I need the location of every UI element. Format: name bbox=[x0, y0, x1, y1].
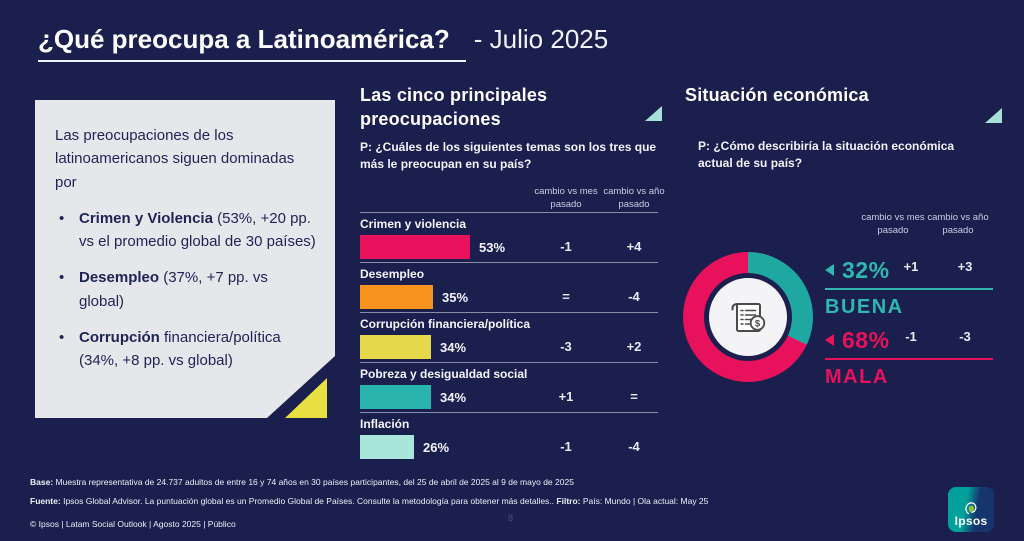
economy-stat-buena: 32% +1 +3 BUENA bbox=[825, 256, 993, 319]
bar-track: 26% bbox=[360, 435, 449, 459]
change-vs-year: -4 bbox=[628, 289, 640, 304]
bar-track: 53% bbox=[360, 235, 505, 259]
footer-base-line: Base: Muestra representativa de 24.737 a… bbox=[30, 477, 750, 488]
bar-category-label: Crimen y violencia bbox=[360, 217, 467, 231]
bullet-rest: (37%, +7 pp. vs global) bbox=[79, 269, 268, 310]
change-vs-month: -1 bbox=[560, 439, 572, 454]
bullet-bold: Corrupción bbox=[79, 328, 160, 346]
bar-crimen bbox=[360, 235, 470, 259]
stat-change-vs-year: +3 bbox=[957, 259, 973, 274]
bar-category-label: Pobreza y desigualdad social bbox=[360, 367, 528, 381]
change-vs-year: +2 bbox=[626, 339, 642, 354]
summary-bullet-list: Crimen y Violencia (53%, +20 pp. vs el p… bbox=[55, 207, 317, 373]
summary-panel: Las preocupaciones de los latinoamerican… bbox=[35, 100, 335, 418]
page-title: ¿Qué preocupa a Latinoamérica? - Julio 20… bbox=[38, 24, 609, 62]
bar-inflacion bbox=[360, 435, 414, 459]
footer-base-text: Muestra representativa de 24.737 adultos… bbox=[55, 477, 574, 487]
stat-percentage: 68% bbox=[842, 326, 890, 353]
bar-row: Desempleo 35% = -4 bbox=[360, 263, 658, 313]
left-arrow-icon bbox=[825, 264, 834, 276]
economy-question: P: ¿Cómo describiría la situación económ… bbox=[698, 139, 955, 171]
concerns-section-heading: Las cinco principales preocupaciones bbox=[360, 85, 548, 129]
change-vs-year: +4 bbox=[626, 239, 642, 254]
donut-center-badge: $ bbox=[709, 278, 787, 356]
bullet-rest: financiera/política (34%, +8 pp. vs glob… bbox=[79, 328, 281, 369]
stat-top-row: 32% +1 +3 bbox=[825, 256, 993, 284]
mint-corner-triangle-icon bbox=[985, 108, 1002, 123]
bar-value-label: 35% bbox=[442, 289, 469, 305]
stat-label: MALA bbox=[825, 366, 889, 388]
bar-row: Pobreza y desigualdad social 34% +1 = bbox=[360, 363, 658, 413]
bar-desempleo bbox=[360, 285, 433, 309]
ipsos-emblem-icon bbox=[965, 502, 977, 515]
bar-row: Inflación 26% -1 -4 bbox=[360, 413, 658, 463]
bar-value-label: 26% bbox=[423, 439, 450, 455]
page-title-suffix: - Julio 2025 bbox=[473, 24, 609, 54]
summary-intro: Las preocupaciones de los latinoamerican… bbox=[55, 127, 295, 191]
stat-divider bbox=[825, 288, 993, 290]
change-vs-month: -3 bbox=[560, 339, 572, 354]
change-vs-year: -4 bbox=[628, 439, 640, 454]
bullet-rest: (53%, +20 pp. vs el promedio global de 3… bbox=[79, 209, 316, 250]
bar-category-label: Inflación bbox=[360, 417, 410, 431]
bullet-bold: Desempleo bbox=[79, 269, 160, 287]
change-vs-month: +1 bbox=[558, 389, 574, 404]
economy-col-year-header: cambio vs año pasado bbox=[927, 212, 989, 236]
footer: Base: Muestra representativa de 24.737 a… bbox=[30, 477, 750, 530]
bar-row: Corrupción financiera/política 34% -3 +2 bbox=[360, 313, 658, 363]
bar-category-label: Corrupción financiera/política bbox=[360, 317, 531, 331]
economy-section-heading: Situación económica bbox=[685, 85, 869, 105]
footer-source-line: Fuente: Ipsos Global Advisor. La puntuac… bbox=[30, 496, 750, 507]
bullet-item: Desempleo (37%, +7 pp. vs global) bbox=[55, 266, 317, 313]
footer-filtro-label: Filtro: bbox=[556, 495, 581, 506]
bar-track: 34% bbox=[360, 385, 466, 409]
stat-change-vs-month: +1 bbox=[903, 259, 919, 274]
stat-top-row: 68% -1 -3 bbox=[825, 326, 993, 354]
concerns-bar-chart: Crimen y violencia 53% -1 +4 Desempleo 3… bbox=[360, 212, 658, 463]
left-arrow-icon bbox=[825, 334, 834, 346]
ipsos-logo-text: Ipsos bbox=[954, 514, 988, 528]
stat-percentage: 32% bbox=[842, 256, 890, 283]
svg-text:$: $ bbox=[755, 318, 761, 329]
footer-fuente-text: Ipsos Global Advisor. La puntuación glob… bbox=[63, 495, 555, 506]
economy-stat-mala: 68% -1 -3 MALA bbox=[825, 326, 993, 389]
bullet-item: Corrupción financiera/política (34%, +8 … bbox=[55, 326, 317, 373]
bar-value-label: 34% bbox=[440, 389, 467, 405]
change-vs-month: -1 bbox=[560, 239, 572, 254]
concerns-col-month-header: cambio vs mes pasado bbox=[534, 186, 598, 210]
footer-filtro-text: País: Mundo | Ola actual: May 25 bbox=[582, 495, 709, 506]
footer-copyright: © Ipsos | Latam Social Outlook | Agosto … bbox=[30, 519, 236, 530]
stat-label: BUENA bbox=[825, 296, 904, 318]
change-vs-month: = bbox=[562, 289, 570, 304]
bar-value-label: 34% bbox=[440, 339, 467, 355]
bar-pobreza bbox=[360, 385, 431, 409]
bar-track: 35% bbox=[360, 285, 468, 309]
stat-change-vs-year: -3 bbox=[959, 329, 971, 344]
concerns-question: P: ¿Cuáles de los siguientes temas son l… bbox=[360, 140, 657, 172]
footer-fuente-label: Fuente: bbox=[30, 495, 61, 506]
change-vs-year: = bbox=[630, 389, 638, 404]
bar-corrupcion bbox=[360, 335, 431, 359]
bullet-bold: Crimen y Violencia bbox=[79, 209, 213, 227]
ipsos-logo: Ipsos bbox=[948, 487, 994, 532]
page-number: 8 bbox=[508, 513, 514, 523]
economy-col-month-header: cambio vs mes pasado bbox=[861, 212, 925, 236]
mint-corner-triangle-icon bbox=[645, 106, 662, 121]
stat-divider bbox=[825, 358, 993, 360]
stat-change-vs-month: -1 bbox=[905, 329, 917, 344]
bar-track: 34% bbox=[360, 335, 466, 359]
economy-document-dollar-icon: $ bbox=[731, 303, 766, 332]
bar-row: Crimen y violencia 53% -1 +4 bbox=[360, 213, 658, 263]
concerns-col-year-header: cambio vs año pasado bbox=[603, 186, 665, 210]
economy-donut-ring: $ bbox=[683, 252, 813, 382]
bar-value-label: 53% bbox=[479, 239, 506, 255]
bar-category-label: Desempleo bbox=[360, 267, 425, 281]
page-title-main: ¿Qué preocupa a Latinoamérica? bbox=[38, 24, 466, 62]
bullet-item: Crimen y Violencia (53%, +20 pp. vs el p… bbox=[55, 207, 317, 254]
footer-base-label: Base: bbox=[30, 477, 54, 487]
